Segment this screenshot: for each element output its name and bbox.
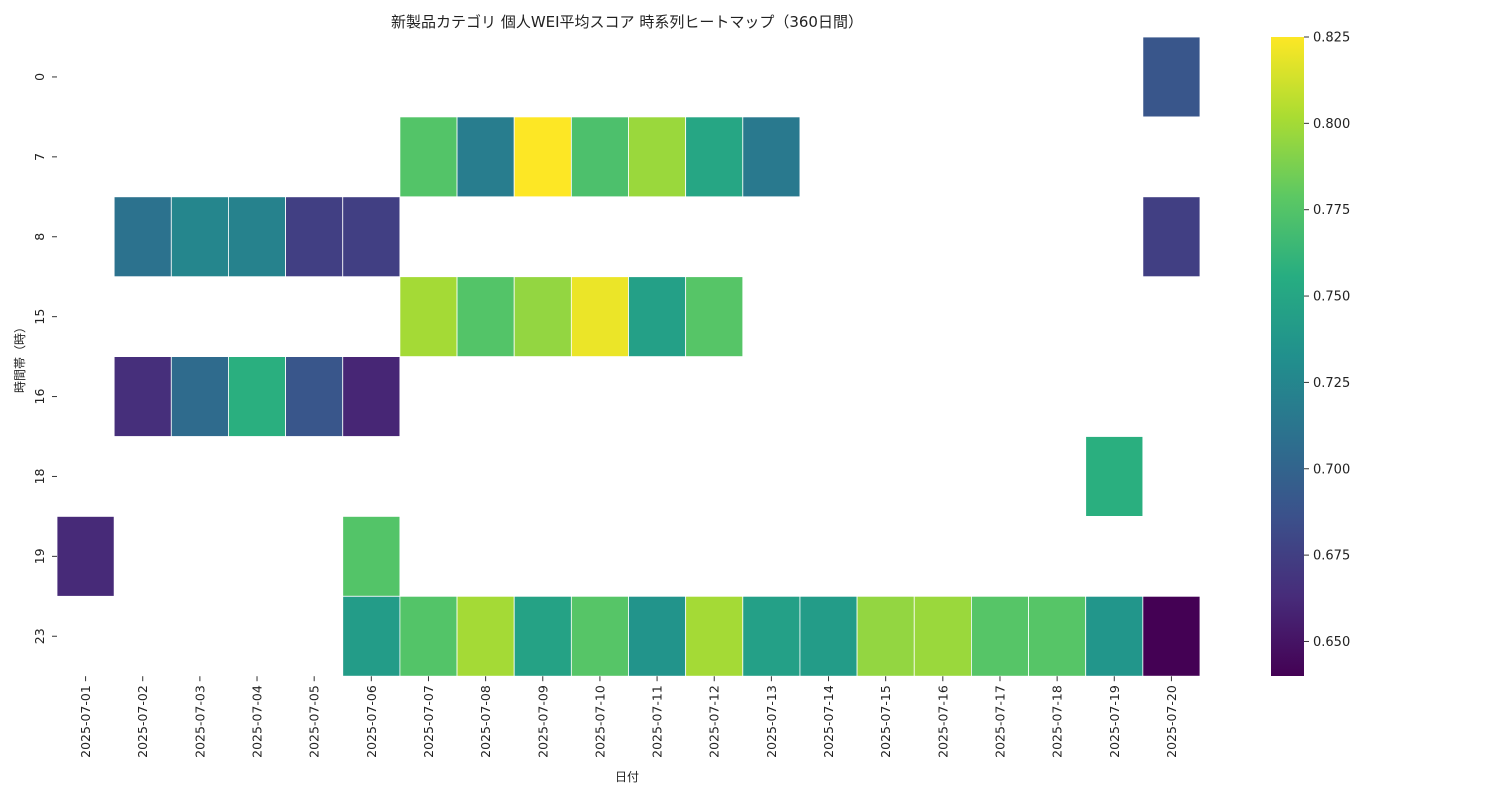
heatmap-cells xyxy=(56,36,1201,677)
x-tick-label-2025-07-18: 2025-07-18 xyxy=(1050,685,1065,758)
y-tick-label-23: 23 xyxy=(32,628,47,644)
heatmap-cell-8-2025-07-02 xyxy=(113,196,172,278)
heatmap-cell-23-2025-07-07 xyxy=(399,595,458,677)
colorbar-tick-label-0.825: 0.825 xyxy=(1313,31,1350,46)
heatmap-cell-7-2025-07-12 xyxy=(685,116,744,198)
colorbar-tick-label-0.775: 0.775 xyxy=(1313,203,1350,218)
x-tick-label-2025-07-20: 2025-07-20 xyxy=(1164,685,1179,758)
colorbar-tick-label-0.700: 0.700 xyxy=(1313,462,1350,477)
x-axis: 2025-07-01 2025-07-02 2025-07-03 2025-07-04… xyxy=(78,676,1179,758)
colorbar-tick-label-0.750: 0.750 xyxy=(1313,290,1350,305)
heatmap-cell-8-2025-07-04 xyxy=(228,196,286,278)
heatmap-cell-16-2025-07-04 xyxy=(228,356,286,437)
heatmap-cell-16-2025-07-05 xyxy=(285,356,344,437)
heatmap-cell-23-2025-07-17 xyxy=(971,595,1029,677)
x-tick-label-2025-07-19: 2025-07-19 xyxy=(1107,685,1122,758)
chart-title: 新製品カテゴリ 個人WEI平均スコア 時系列ヒートマップ（360日間） xyxy=(391,13,863,31)
colorbar-tick-label-0.675: 0.675 xyxy=(1313,549,1350,564)
heatmap-cell-15-2025-07-11 xyxy=(628,276,687,358)
x-tick-label-2025-07-06: 2025-07-06 xyxy=(364,685,379,758)
heatmap-cell-23-2025-07-12 xyxy=(685,595,744,677)
y-tick-label-0: 0 xyxy=(32,73,47,81)
x-tick-label-2025-07-12: 2025-07-12 xyxy=(707,685,722,758)
heatmap-cell-16-2025-07-03 xyxy=(170,356,229,437)
colorbar-tick-label-0.800: 0.800 xyxy=(1313,117,1350,132)
x-tick-label-2025-07-16: 2025-07-16 xyxy=(935,685,950,758)
colorbar-ticks: 0.650 0.675 0.700 0.725 0.750 0.775 0.800 0.825 xyxy=(1304,31,1350,650)
heatmap-cell-23-2025-07-20 xyxy=(1142,595,1201,677)
x-tick-label-2025-07-08: 2025-07-08 xyxy=(478,685,493,758)
x-tick-label-2025-07-14: 2025-07-14 xyxy=(821,685,836,758)
x-axis-label: 日付 xyxy=(615,770,639,784)
heatmap-cell-19-2025-07-06 xyxy=(342,516,401,597)
x-tick-label-2025-07-03: 2025-07-03 xyxy=(192,685,207,758)
x-tick-label-2025-07-07: 2025-07-07 xyxy=(421,685,436,758)
heatmap-cell-8-2025-07-03 xyxy=(170,196,229,278)
heatmap-cell-8-2025-07-05 xyxy=(285,196,344,278)
heatmap-cell-23-2025-07-16 xyxy=(913,595,972,677)
heatmap-cell-23-2025-07-15 xyxy=(856,595,915,677)
heatmap-cell-23-2025-07-06 xyxy=(342,595,401,677)
heatmap-cell-7-2025-07-13 xyxy=(742,116,801,198)
heatmap-cell-0-2025-07-20 xyxy=(1142,36,1201,118)
heatmap-cell-7-2025-07-07 xyxy=(399,116,458,198)
y-tick-label-15: 15 xyxy=(32,309,47,325)
heatmap-cell-16-2025-07-02 xyxy=(113,356,172,437)
x-tick-label-2025-07-04: 2025-07-04 xyxy=(250,685,265,758)
heatmap-cell-23-2025-07-11 xyxy=(628,595,687,677)
y-tick-label-7: 7 xyxy=(32,153,47,161)
y-tick-label-8: 8 xyxy=(32,233,47,241)
colorbar xyxy=(1271,37,1304,676)
heatmap-cell-7-2025-07-11 xyxy=(628,116,687,198)
heatmap-cell-23-2025-07-13 xyxy=(742,595,801,677)
heatmap-cell-8-2025-07-06 xyxy=(342,196,401,278)
x-tick-label-2025-07-10: 2025-07-10 xyxy=(592,685,607,758)
heatmap-cell-23-2025-07-08 xyxy=(456,595,515,677)
heatmap-cell-23-2025-07-09 xyxy=(513,595,572,677)
y-tick-label-19: 19 xyxy=(32,548,47,564)
heatmap-cell-7-2025-07-10 xyxy=(570,116,629,198)
heatmap-cell-18-2025-07-19 xyxy=(1085,436,1144,517)
heatmap-cell-7-2025-07-09 xyxy=(513,116,572,198)
x-tick-label-2025-07-15: 2025-07-15 xyxy=(878,685,893,758)
x-tick-label-2025-07-02: 2025-07-02 xyxy=(135,685,150,758)
x-tick-label-2025-07-05: 2025-07-05 xyxy=(307,685,322,758)
colorbar-tick-label-0.650: 0.650 xyxy=(1313,635,1350,650)
colorbar-tick-label-0.725: 0.725 xyxy=(1313,376,1350,391)
x-tick-label-2025-07-09: 2025-07-09 xyxy=(535,685,550,758)
heatmap-cell-23-2025-07-18 xyxy=(1028,595,1087,677)
heatmap-cell-16-2025-07-06 xyxy=(342,356,401,437)
heatmap-cell-23-2025-07-10 xyxy=(570,595,629,677)
heatmap-cell-15-2025-07-12 xyxy=(685,276,744,358)
y-axis-label: 時間帯（時） xyxy=(13,321,27,393)
heatmap-cell-8-2025-07-20 xyxy=(1142,196,1201,278)
heatmap-cell-7-2025-07-08 xyxy=(456,116,515,198)
heatmap-cell-15-2025-07-09 xyxy=(513,276,572,358)
x-tick-label-2025-07-13: 2025-07-13 xyxy=(764,685,779,758)
heatmap-cell-19-2025-07-01 xyxy=(56,516,115,597)
x-tick-label-2025-07-11: 2025-07-11 xyxy=(650,685,665,758)
heatmap-cell-23-2025-07-14 xyxy=(799,595,858,677)
heatmap-cell-15-2025-07-10 xyxy=(570,276,629,358)
heatmap-cell-23-2025-07-19 xyxy=(1085,595,1144,677)
y-tick-label-16: 16 xyxy=(32,389,47,405)
x-tick-label-2025-07-17: 2025-07-17 xyxy=(992,685,1007,758)
y-axis: 0 7 8 15 16 18 19 23 xyxy=(32,73,57,644)
y-tick-label-18: 18 xyxy=(32,468,47,484)
x-tick-label-2025-07-01: 2025-07-01 xyxy=(78,685,93,758)
heatmap-cell-15-2025-07-08 xyxy=(456,276,515,358)
heatmap-cell-15-2025-07-07 xyxy=(399,276,458,358)
